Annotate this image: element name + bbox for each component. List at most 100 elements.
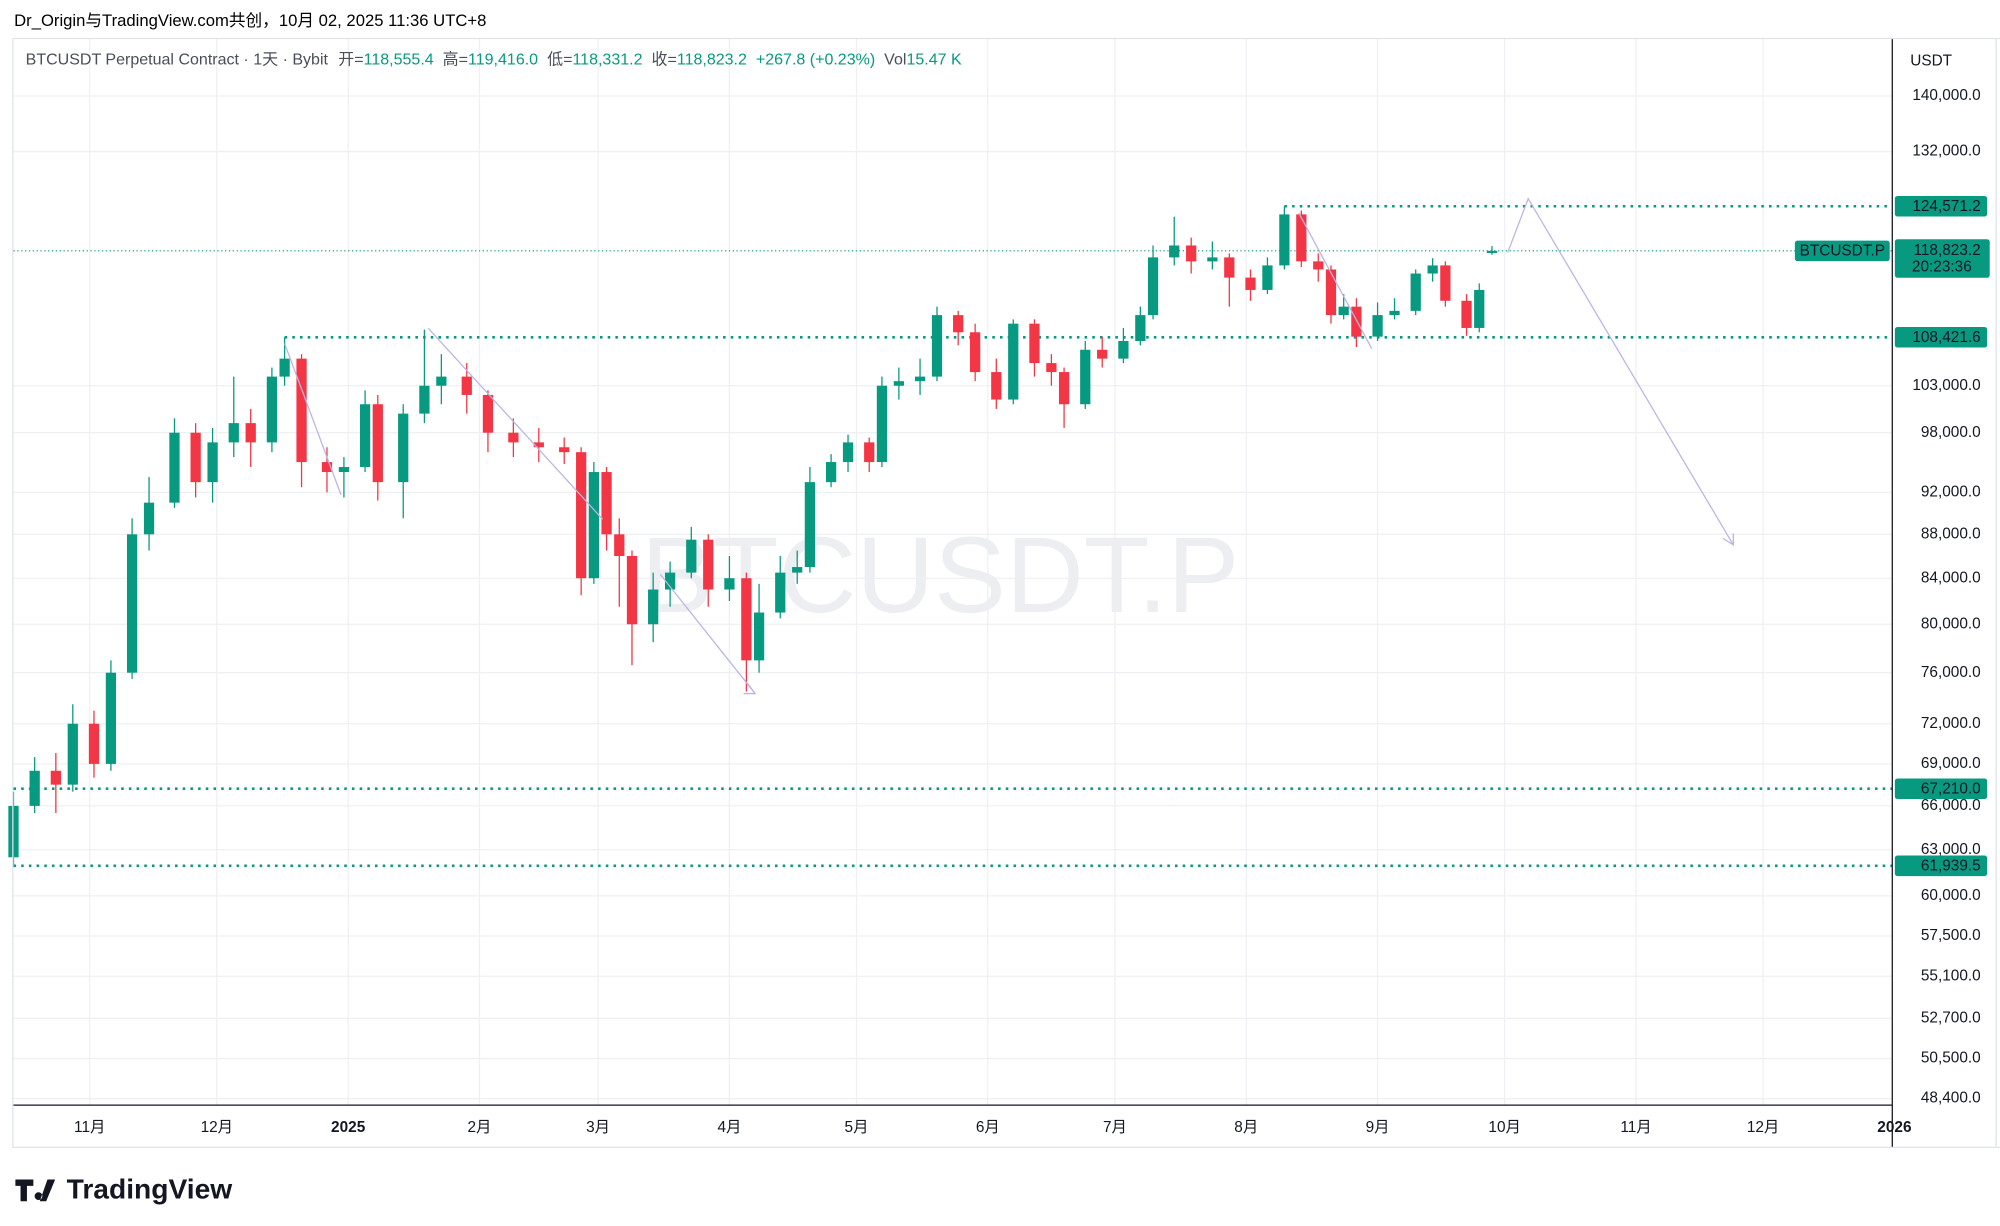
candle-body bbox=[143, 502, 155, 535]
candle-body bbox=[893, 381, 905, 386]
candle-body bbox=[664, 572, 676, 590]
y-tick-label: 48,400.0 bbox=[1921, 1090, 1981, 1107]
x-tick-label: 6月 bbox=[976, 1119, 1000, 1136]
candle-body bbox=[1486, 250, 1498, 253]
candle-body bbox=[1097, 349, 1108, 359]
level-label-box bbox=[1894, 778, 1988, 799]
brand: TradingView bbox=[67, 1172, 233, 1204]
y-tick-label: 52,700.0 bbox=[1921, 1009, 1981, 1026]
x-tick-label: 7月 bbox=[1103, 1119, 1127, 1136]
candle-body bbox=[67, 723, 78, 785]
candle-body bbox=[741, 578, 752, 661]
candle-body bbox=[1186, 245, 1197, 262]
ohlc-value: 118,823.2 bbox=[677, 50, 747, 68]
volume: 15.47 K bbox=[906, 50, 962, 68]
candle-body bbox=[1058, 372, 1070, 405]
candle-body bbox=[372, 404, 383, 483]
candle-body bbox=[1279, 214, 1290, 266]
candle-body bbox=[29, 770, 40, 806]
candle-body bbox=[1427, 265, 1438, 274]
candle-body bbox=[1474, 289, 1485, 328]
level-label: 67,210.0 bbox=[1921, 780, 1981, 797]
candle-body bbox=[190, 432, 201, 483]
tradingview-logo: TradingView bbox=[15, 1172, 232, 1204]
candle-body bbox=[461, 376, 472, 395]
drawings bbox=[284, 197, 1734, 695]
candle-body bbox=[953, 315, 964, 333]
candle-body bbox=[1325, 269, 1337, 316]
last-price-box bbox=[1894, 239, 1990, 278]
attribution: Dr_Origin与TradingView.com共创，10月 02, 2025… bbox=[14, 11, 486, 30]
drawing-line bbox=[1298, 212, 1373, 350]
drawing-line bbox=[427, 327, 604, 520]
y-tick-label: 84,000.0 bbox=[1921, 569, 1981, 586]
plot bbox=[8, 204, 1893, 868]
ohlc-value: 119,416.0 bbox=[468, 50, 538, 68]
ohlc-key: 低= bbox=[547, 50, 572, 68]
price-labels: 124,571.2 108,421.6 67,210.0 61,939.5 BTCUSD… bbox=[1794, 195, 1990, 877]
logo-mark bbox=[15, 1179, 56, 1202]
candle-body bbox=[1008, 323, 1019, 400]
ohlc-value: 118,555.4 bbox=[364, 50, 434, 68]
countdown: 20:23:36 bbox=[1912, 259, 1972, 276]
candle-body bbox=[804, 482, 816, 568]
x-tick-label: 2026 bbox=[1877, 1119, 1911, 1136]
candle-body bbox=[1118, 340, 1129, 359]
currency: USDT bbox=[1910, 53, 1952, 70]
y-tick-label: 140,000.0 bbox=[1912, 87, 1980, 104]
x-tick-label: 12月 bbox=[1747, 1119, 1779, 1136]
candle-body bbox=[1135, 315, 1146, 341]
x-tick-label: 2025 bbox=[331, 1119, 366, 1136]
y-tick-label: 69,000.0 bbox=[1921, 755, 1981, 772]
candle-body bbox=[482, 394, 494, 433]
candle-body bbox=[1207, 257, 1218, 262]
candle-body bbox=[1461, 300, 1472, 328]
candle-body bbox=[724, 578, 735, 590]
y-tick-label: 50,500.0 bbox=[1921, 1050, 1981, 1067]
candle-body bbox=[931, 315, 943, 377]
symbol-box bbox=[1794, 240, 1890, 262]
candle-body bbox=[88, 723, 100, 764]
candle-body bbox=[1410, 273, 1421, 311]
y-tick-label: 98,000.0 bbox=[1921, 424, 1981, 441]
candle-body bbox=[296, 358, 307, 463]
candle-body bbox=[614, 534, 625, 557]
candle-body bbox=[601, 472, 612, 535]
x-tick-label: 9月 bbox=[1366, 1119, 1390, 1136]
candle-body bbox=[359, 404, 371, 468]
x-tick-label: 5月 bbox=[845, 1119, 869, 1136]
level-label-box bbox=[1894, 195, 1988, 217]
candle-body bbox=[825, 462, 837, 483]
candle-body bbox=[266, 376, 278, 443]
x-tick-label: 4月 bbox=[717, 1119, 741, 1136]
candle-body bbox=[648, 589, 659, 625]
candle-body bbox=[105, 672, 117, 764]
y-tick-label: 80,000.0 bbox=[1921, 615, 1981, 632]
candle-body bbox=[1372, 315, 1383, 337]
candle-body bbox=[588, 472, 599, 579]
candle-body bbox=[1296, 214, 1307, 262]
candle-body bbox=[914, 376, 926, 382]
ohlc-value: 118,331.2 bbox=[572, 50, 642, 68]
candle-body bbox=[969, 332, 981, 373]
candle-body bbox=[626, 556, 638, 625]
drawing-line bbox=[284, 343, 342, 496]
candle-body bbox=[169, 432, 180, 503]
candle-body bbox=[576, 452, 587, 579]
candle-body bbox=[864, 442, 875, 463]
candle-body bbox=[419, 385, 430, 414]
axes: 140,000.0 132,000.0 103,000.0 98,000.0 92,00… bbox=[74, 87, 1981, 1136]
arrow-head bbox=[743, 682, 757, 695]
candle-body bbox=[398, 413, 409, 483]
watermark: BTCUSDT.P bbox=[641, 515, 1239, 635]
y-tick-label: 60,000.0 bbox=[1921, 887, 1981, 904]
candle-body bbox=[792, 567, 803, 573]
y-tick-label: 63,000.0 bbox=[1921, 841, 1981, 858]
x-tick-label: 11月 bbox=[74, 1119, 105, 1136]
ohlc-key: 收= bbox=[651, 50, 676, 68]
y-tick-label: 55,100.0 bbox=[1921, 967, 1981, 984]
y-tick-label: 72,000.0 bbox=[1921, 715, 1981, 732]
candle-body bbox=[1262, 265, 1273, 290]
candle-body bbox=[1440, 265, 1451, 301]
